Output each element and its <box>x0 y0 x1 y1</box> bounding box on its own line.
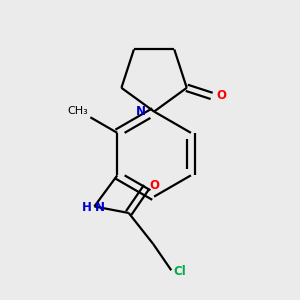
Text: N: N <box>95 201 105 214</box>
Text: O: O <box>149 179 159 192</box>
Text: Cl: Cl <box>174 265 186 278</box>
Text: N: N <box>136 105 146 118</box>
Text: CH₃: CH₃ <box>67 106 88 116</box>
Text: H: H <box>82 201 92 214</box>
Text: O: O <box>217 89 226 102</box>
